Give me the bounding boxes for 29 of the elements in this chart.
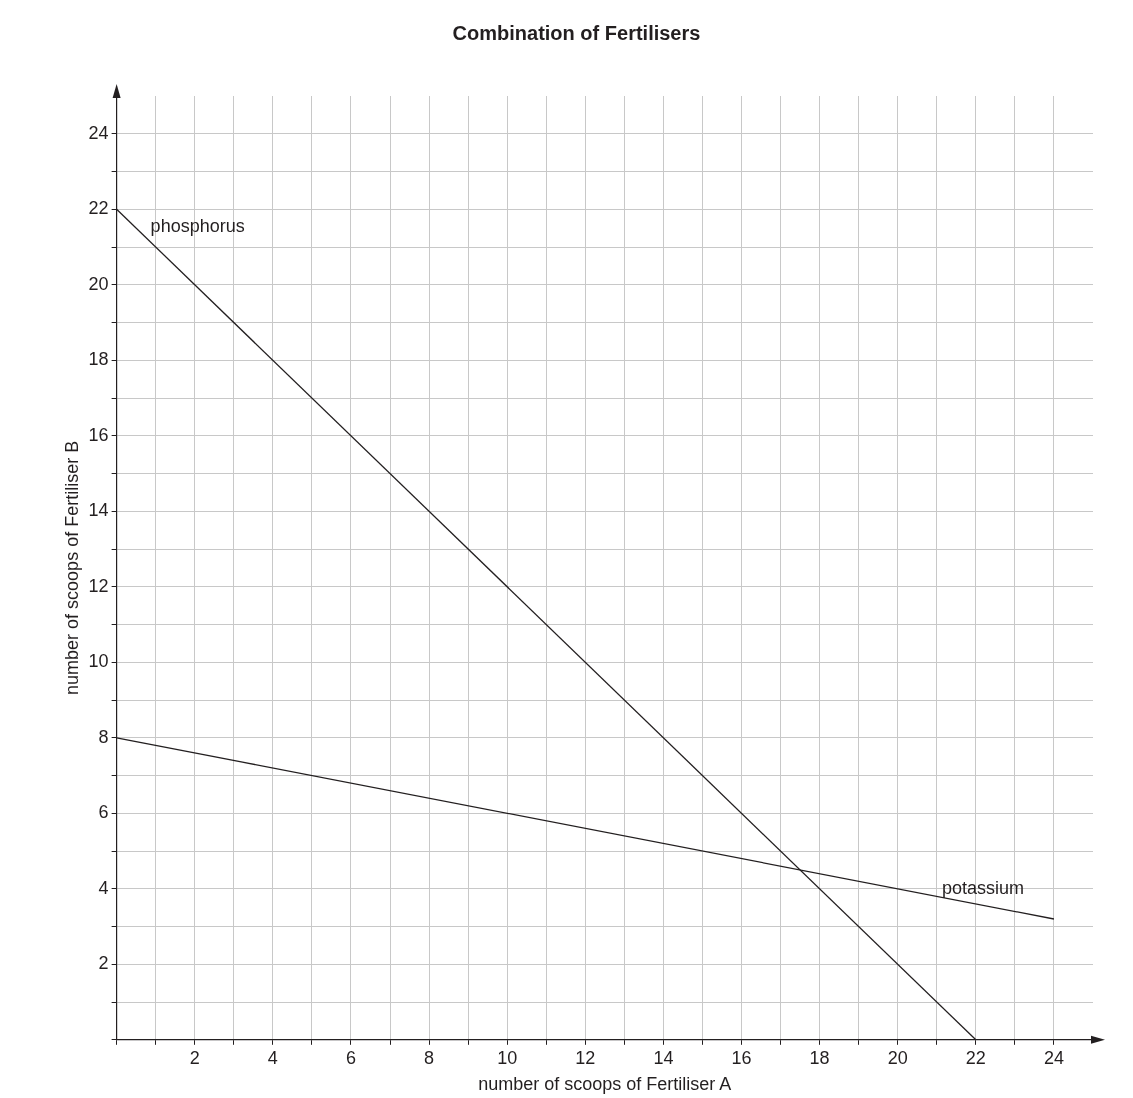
x-tick-label: 16 — [731, 1047, 752, 1068]
x-tick-label: 6 — [345, 1047, 356, 1068]
y-tick-label: 6 — [98, 802, 109, 823]
x-tick-label: 18 — [809, 1047, 830, 1068]
y-tick-label: 2 — [98, 953, 109, 974]
y-tick-label: 14 — [88, 500, 109, 521]
x-tick-label: 2 — [189, 1047, 200, 1068]
series-label: potassium — [941, 877, 1024, 898]
y-tick-label: 4 — [98, 877, 109, 898]
y-tick-label: 16 — [88, 424, 109, 445]
x-tick-label: 12 — [575, 1047, 596, 1068]
y-tick-label: 12 — [88, 575, 109, 596]
y-tick-label: 24 — [88, 122, 109, 143]
y-tick-label: 10 — [88, 651, 109, 672]
y-tick-label: 8 — [98, 726, 109, 747]
chart-title: Combination of Fertilisers — [452, 21, 701, 44]
y-tick-label: 18 — [88, 349, 109, 370]
x-tick-label: 22 — [965, 1047, 986, 1068]
x-tick-label: 14 — [653, 1047, 674, 1068]
x-tick-label: 20 — [887, 1047, 908, 1068]
y-tick-label: 20 — [88, 273, 109, 294]
y-tick-label: 22 — [88, 198, 109, 219]
x-tick-label: 24 — [1043, 1047, 1064, 1068]
x-tick-label: 8 — [424, 1047, 435, 1068]
x-tick-label: 10 — [497, 1047, 518, 1068]
series-label: phosphorus — [150, 216, 245, 237]
y-axis-title: number of scoops of Fertiliser B — [61, 440, 82, 695]
x-axis-title: number of scoops of Fertiliser A — [478, 1074, 732, 1095]
x-tick-label: 4 — [267, 1047, 278, 1068]
